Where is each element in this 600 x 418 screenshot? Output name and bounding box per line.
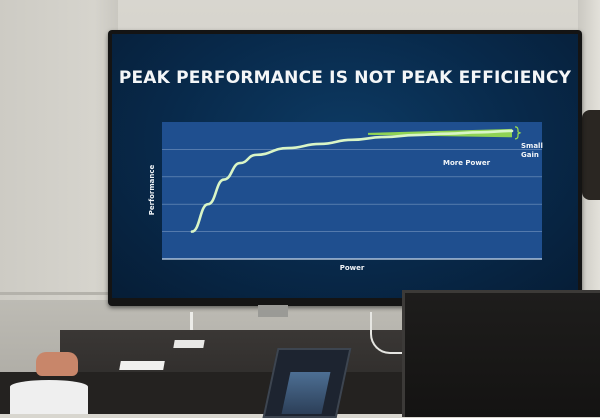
monitor-stand-neck bbox=[258, 305, 288, 317]
dark-object bbox=[582, 110, 600, 200]
hand bbox=[36, 352, 78, 376]
performance-chart: Performance Power More Power Small Gain bbox=[148, 122, 543, 272]
laptop-lid bbox=[402, 290, 600, 417]
grid-lines bbox=[162, 149, 542, 232]
small-gain-bracket bbox=[514, 126, 522, 140]
paper-card bbox=[119, 361, 165, 370]
monitor: PEAK PERFORMANCE IS NOT PEAK EFFICIENCY … bbox=[108, 30, 582, 306]
plot-area bbox=[162, 122, 542, 259]
paper-cup bbox=[10, 380, 88, 414]
x-axis-label: Power bbox=[340, 264, 365, 272]
wall-left bbox=[0, 0, 118, 300]
y-axis-label: Performance bbox=[148, 164, 156, 215]
performance-curve bbox=[190, 129, 514, 233]
cable bbox=[370, 312, 412, 354]
annotation-more-power: More Power bbox=[443, 159, 491, 167]
annotation-small: Small bbox=[521, 142, 543, 150]
annotation-gain: Gain bbox=[521, 151, 539, 159]
paper-card bbox=[173, 340, 205, 348]
monitor-screen: PEAK PERFORMANCE IS NOT PEAK EFFICIENCY … bbox=[112, 34, 578, 298]
slide-title: PEAK PERFORMANCE IS NOT PEAK EFFICIENCY bbox=[118, 68, 572, 88]
